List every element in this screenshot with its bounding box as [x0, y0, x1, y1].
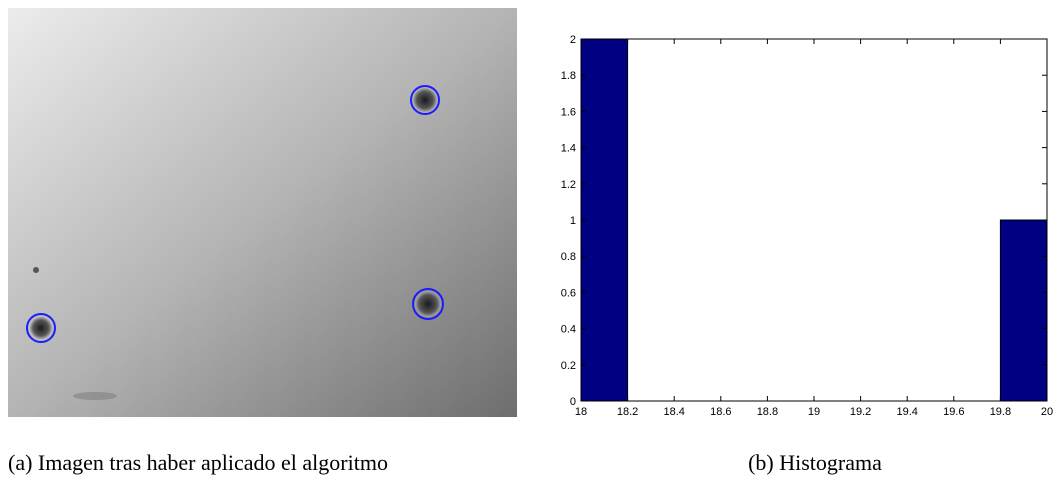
x-tick-label: 18 [575, 406, 587, 418]
x-tick-label: 18.6 [710, 406, 731, 418]
y-tick-label: 0.2 [561, 360, 576, 372]
photo [8, 8, 517, 417]
x-tick-label: 18.8 [757, 406, 778, 418]
y-tick-label: 1 [570, 215, 576, 227]
y-tick-label: 0.6 [561, 287, 576, 299]
y-tick-label: 0.4 [561, 324, 576, 336]
y-tick-label: 1.6 [561, 106, 576, 118]
detection-circle [412, 288, 444, 320]
y-tick-label: 0 [570, 396, 576, 408]
speck [33, 267, 39, 273]
x-tick-label: 18.2 [617, 406, 638, 418]
x-tick-label: 18.4 [663, 406, 684, 418]
caption: (b) Histograma [748, 450, 882, 475]
hole [413, 88, 437, 112]
y-tick-label: 1.4 [561, 143, 576, 155]
y-tick-label: 1.8 [561, 70, 576, 82]
detection-circle [410, 85, 440, 115]
x-tick-label: 19.8 [990, 406, 1011, 418]
x-tick-label: 19.4 [896, 406, 917, 418]
bar [999, 219, 1048, 402]
caption: (a) Imagen tras haber aplicado el algori… [8, 450, 388, 475]
hole [30, 317, 52, 339]
x-tick-label: 19.2 [850, 406, 871, 418]
bar [580, 38, 629, 402]
y-tick-label: 0.8 [561, 251, 576, 263]
hole [415, 291, 441, 317]
photo-background [8, 8, 517, 417]
x-tick-label: 20 [1041, 406, 1053, 418]
plot-area [581, 39, 1047, 401]
y-tick-label: 1.2 [561, 179, 576, 191]
detection-circle [26, 313, 56, 343]
smudge [73, 392, 117, 400]
x-tick-label: 19.6 [943, 406, 964, 418]
y-tick-label: 2 [570, 34, 576, 46]
x-tick-label: 19 [808, 406, 820, 418]
